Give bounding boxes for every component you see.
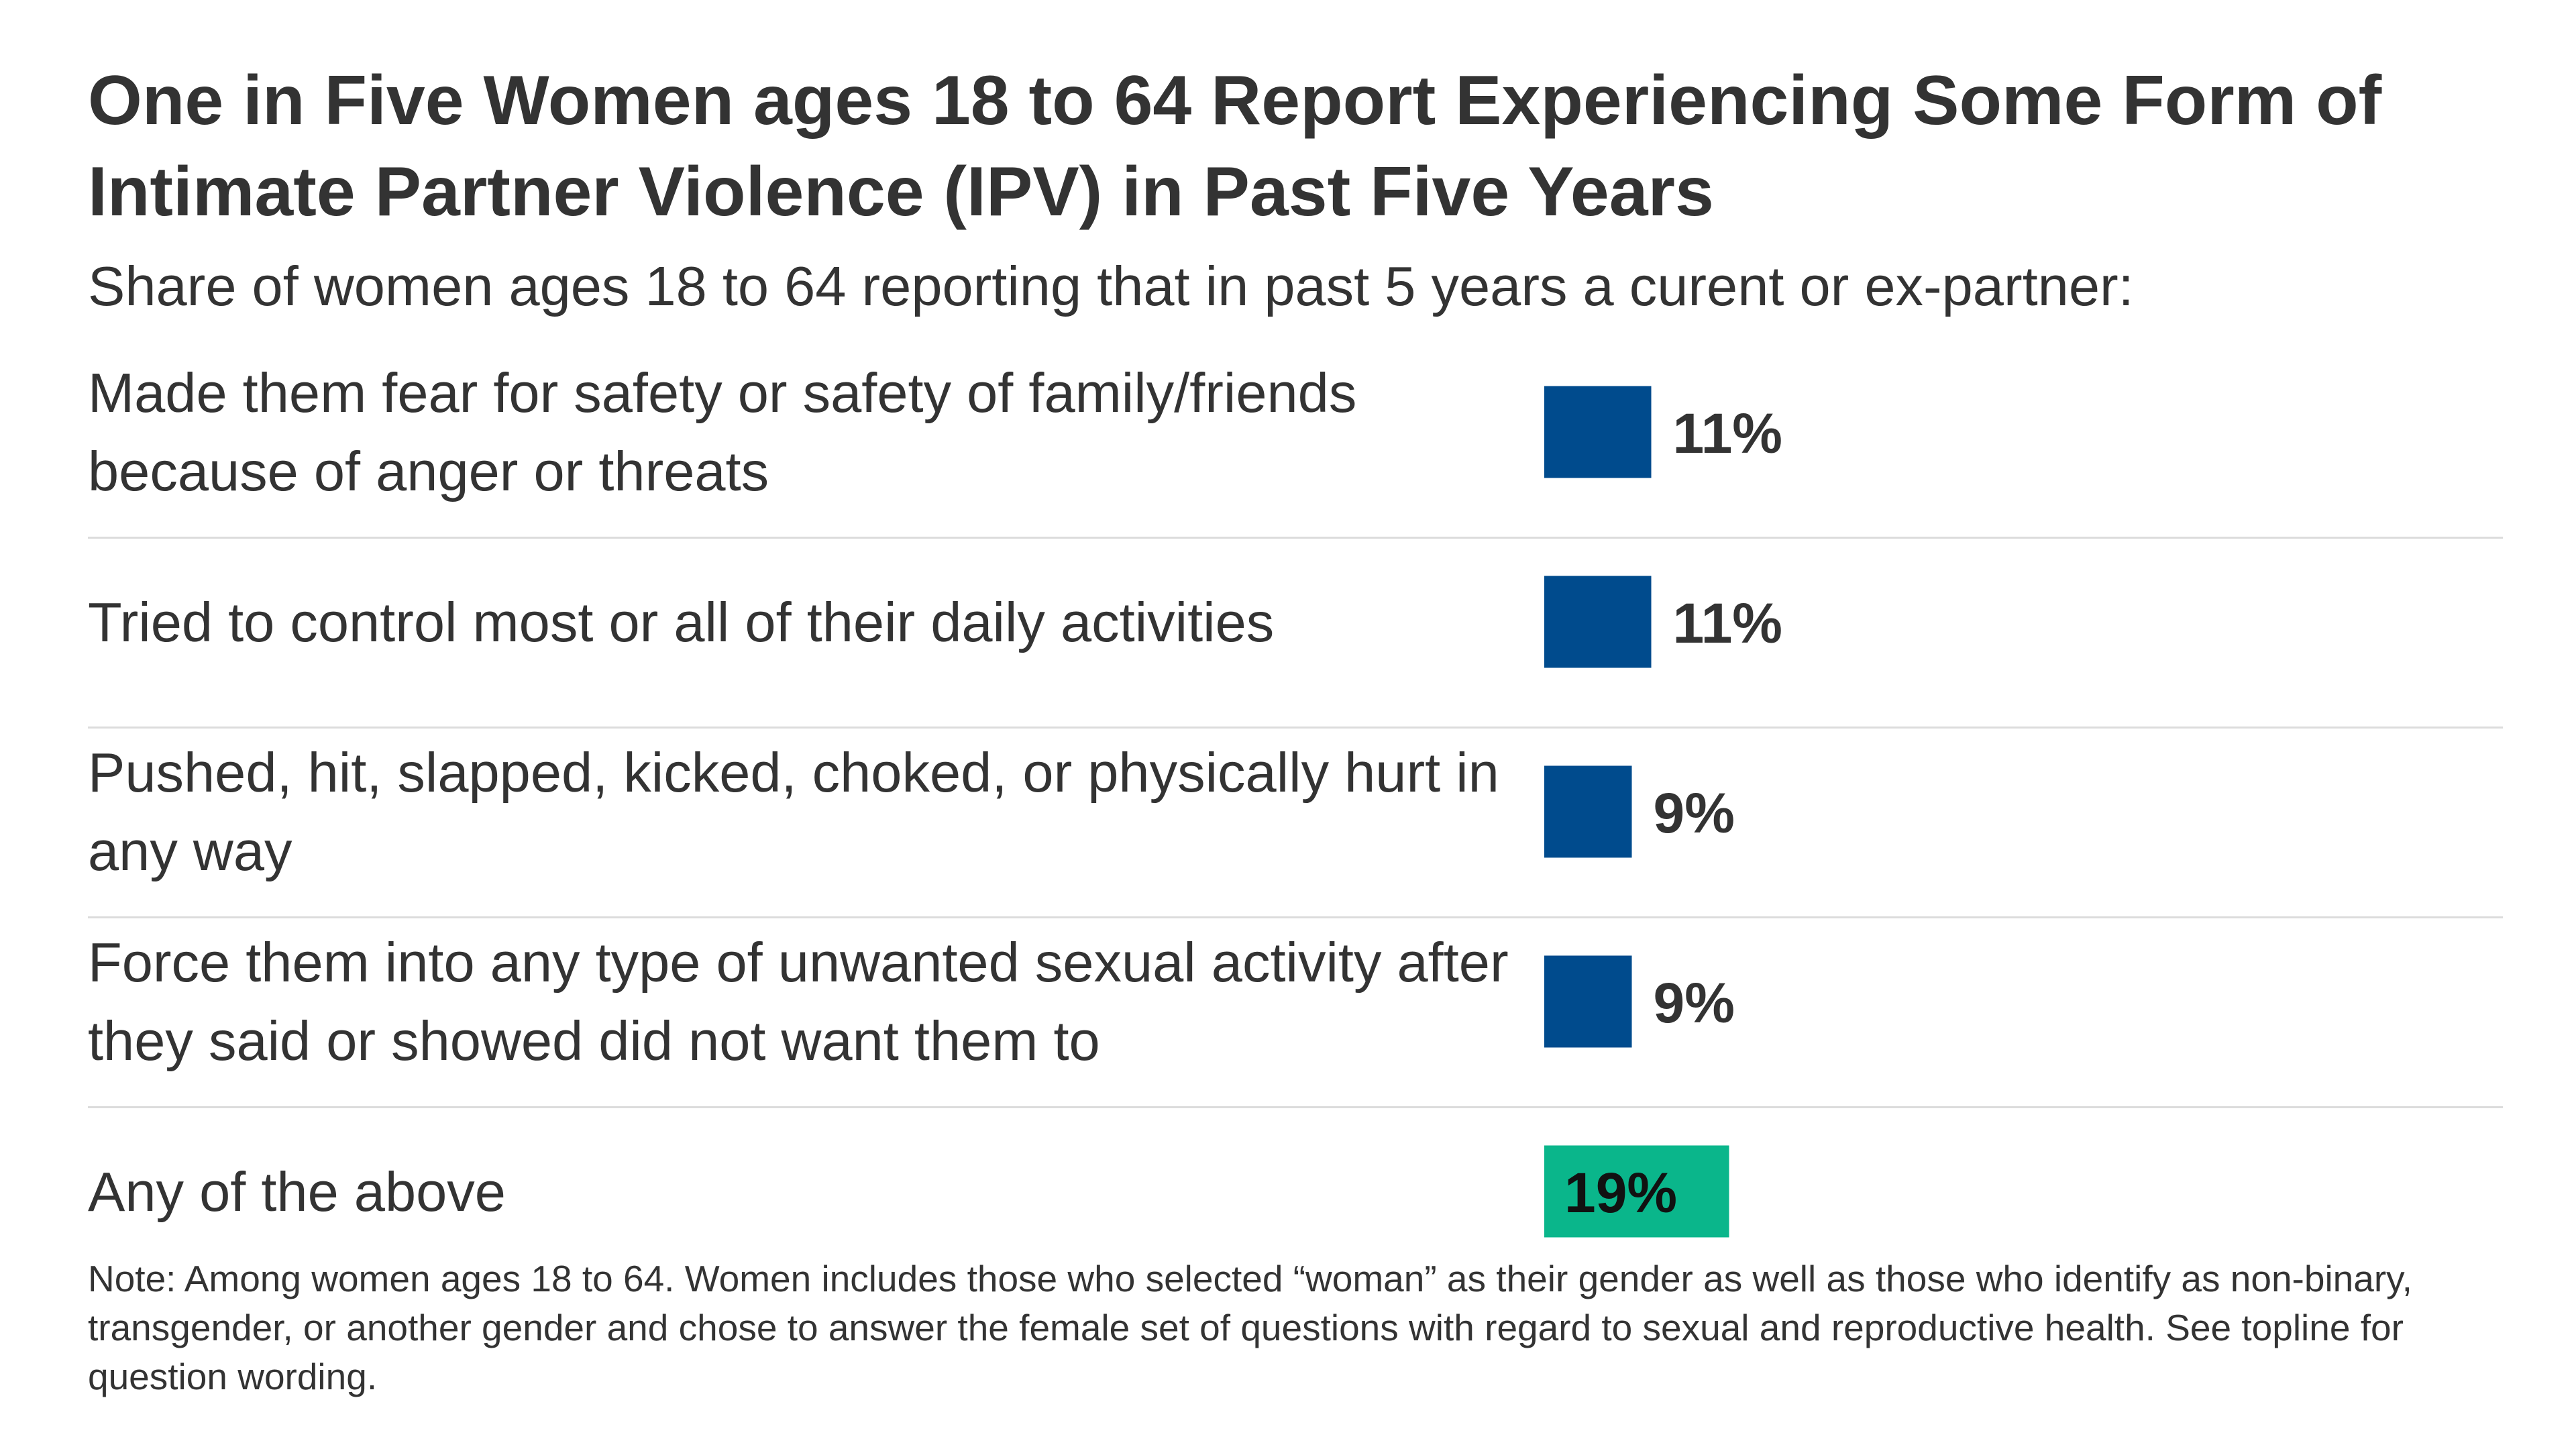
chart-row: Made them fear for safety or safety of f…	[88, 349, 2503, 539]
chart-title: One in Five Women ages 18 to 64 Report E…	[88, 62, 2382, 231]
chart-row: Pushed, hit, slapped, kicked, choked, or…	[88, 729, 2503, 918]
category-label: Force them into any type of unwanted sex…	[88, 931, 1509, 1072]
category-label: Any of the above	[88, 1160, 506, 1223]
chart-row: Any of the above	[88, 1108, 2503, 1298]
category-label: Made them fear for safety or safety of f…	[88, 362, 1357, 502]
row-divider	[88, 537, 2503, 539]
chart-row: Tried to control most or all of their da…	[88, 539, 2503, 729]
category-label: Pushed, hit, slapped, kicked, choked, or…	[88, 741, 1499, 882]
category-label: Tried to control most or all of their da…	[88, 590, 1275, 653]
row-divider	[88, 727, 2503, 729]
chart-row: Force them into any type of unwanted sex…	[88, 918, 2503, 1108]
chart-subtitle: Share of women ages 18 to 64 reporting t…	[88, 255, 2134, 317]
chart-note: Note: Among women ages 18 to 64. Women i…	[88, 1258, 2412, 1397]
row-divider	[88, 1106, 2503, 1108]
row-divider	[88, 916, 2503, 918]
